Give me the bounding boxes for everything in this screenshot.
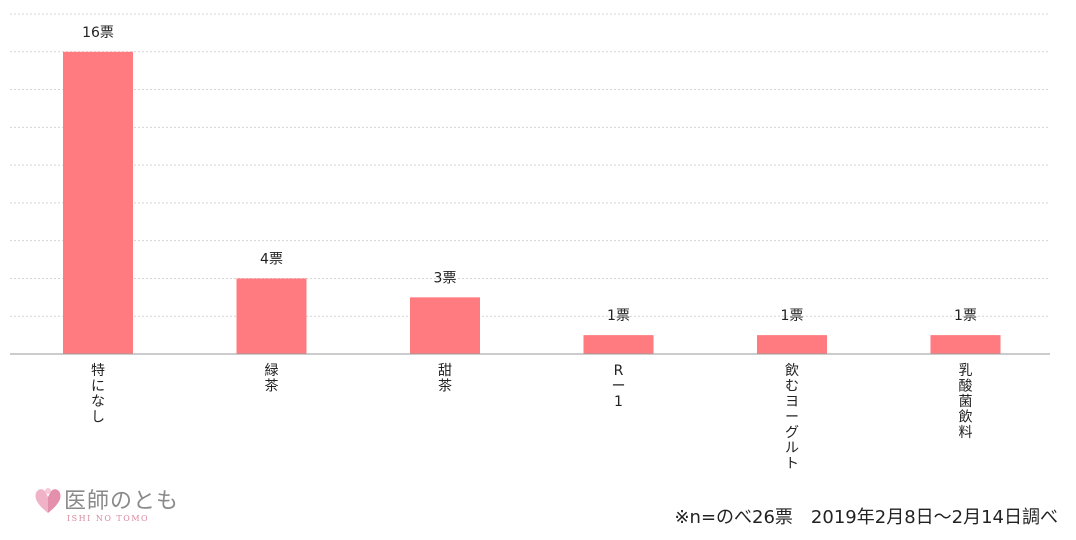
category-label-char: グ	[785, 425, 799, 441]
category-label-char: 乳	[959, 363, 973, 379]
category-label-char: 緑	[265, 363, 279, 379]
category-label-char: 甜	[438, 363, 452, 379]
category-label-char: 茶	[438, 379, 452, 395]
data-label: 4票	[260, 251, 283, 267]
bar	[757, 335, 827, 354]
category-label-char: ヨ	[785, 394, 799, 410]
category-label-char: に	[91, 379, 105, 395]
category-label-char: 菌	[959, 394, 973, 410]
data-label: 3票	[434, 270, 457, 286]
bar	[583, 335, 654, 354]
bar	[410, 297, 480, 354]
data-label: 1票	[954, 308, 977, 324]
bars	[63, 51, 1001, 355]
bar	[63, 51, 133, 355]
bar	[930, 335, 1001, 354]
category-label-char: ト	[785, 456, 799, 472]
logo-subtitle: ISHI NO TOMO	[67, 514, 150, 523]
category-label-char: 特	[91, 363, 105, 379]
logo: 医師のとも ISHI NO TOMO	[34, 483, 184, 528]
category-label-char: む	[785, 379, 799, 395]
footnote: ※n=のべ26票 2019年2月8日～2月14日調べ	[674, 507, 1058, 528]
data-label: 1票	[607, 308, 630, 324]
category-label-char: ー	[785, 410, 799, 426]
data-label: 1票	[781, 308, 804, 324]
data-label: 16票	[82, 25, 114, 41]
gridlines	[10, 13, 1050, 317]
category-label-char: 1	[614, 394, 623, 410]
logo-heart-icon	[35, 488, 61, 513]
category-label-char: 料	[959, 425, 973, 441]
category-label-char: 飲	[959, 410, 973, 426]
logo-title: 医師のとも	[64, 489, 180, 514]
category-label-char: 酸	[959, 379, 973, 395]
bar	[236, 278, 307, 354]
category-label-char: な	[91, 394, 105, 410]
data-labels: 16票 4票 3票 1票 1票 1票	[82, 25, 977, 324]
category-label-char: ー	[612, 379, 626, 395]
category-label-char: 飲	[785, 363, 799, 379]
category-label-char: ル	[785, 441, 799, 457]
category-label-char: 茶	[265, 379, 279, 395]
category-label-char: R	[614, 363, 624, 379]
category-label-char: し	[91, 410, 105, 426]
